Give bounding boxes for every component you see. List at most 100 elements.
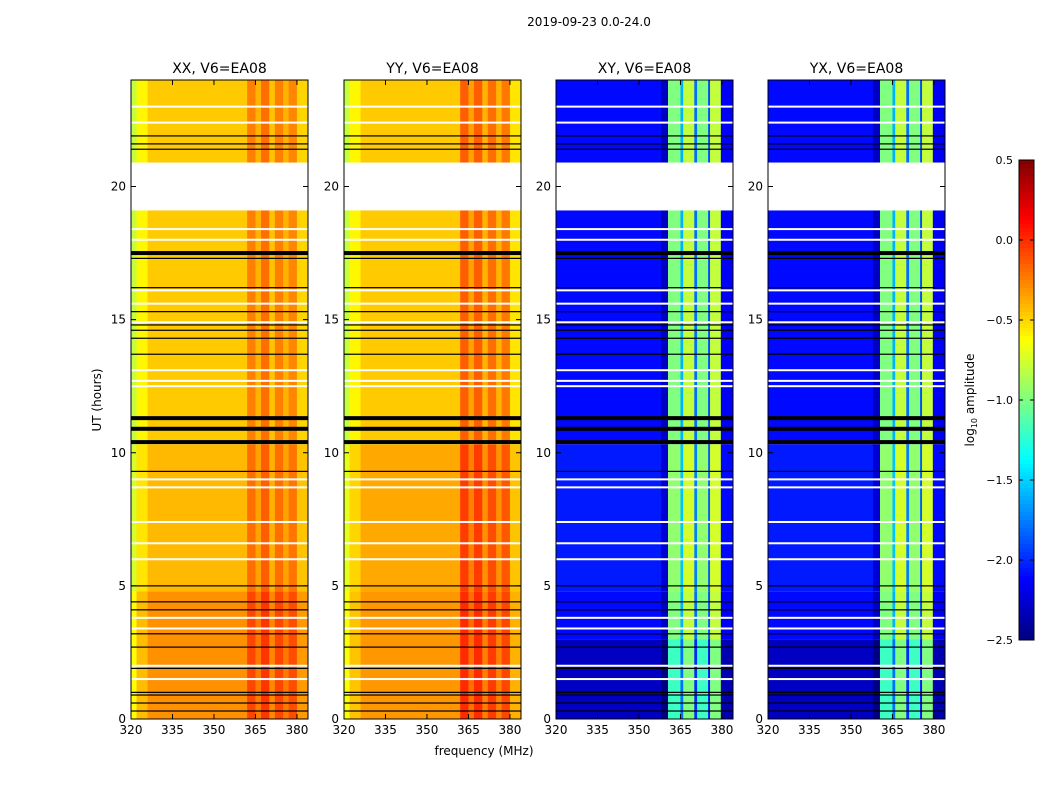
colorbar-segment — [1019, 624, 1034, 629]
gap-line — [556, 369, 733, 372]
panel-frame — [767, 79, 946, 720]
colorbar-segment — [1019, 176, 1034, 181]
heatmap-cell — [708, 444, 711, 592]
gap-line — [768, 228, 945, 231]
panel-2: XY, V6=EA08 320 335 350 365 380 0 5 10 15 20 — [536, 61, 734, 737]
heatmap-cell — [932, 444, 946, 592]
colorbar-segment — [1019, 396, 1034, 401]
heatmap-cell — [873, 591, 881, 640]
colorbar-segment — [1019, 432, 1034, 437]
colorbar-segment — [1019, 448, 1034, 453]
colorbar-segment — [1019, 236, 1034, 241]
y-tick-label: 0 — [331, 712, 339, 726]
gap-line — [556, 627, 733, 630]
colorbar-segment — [1019, 224, 1034, 229]
flag-line — [131, 287, 308, 289]
colorbar-segment — [1019, 572, 1034, 577]
heatmap-cell — [288, 444, 298, 592]
heatmap-cell — [487, 444, 497, 592]
heatmap-cell — [680, 444, 684, 592]
flag-line-thick — [344, 440, 521, 445]
colorbar-segment — [1019, 440, 1034, 445]
colorbar-segment — [1019, 608, 1034, 613]
panel-title: XX, V6=EA08 — [172, 61, 267, 77]
colorbar-segment — [1019, 380, 1034, 385]
flag-line — [556, 710, 733, 712]
heatmap-cell — [501, 80, 511, 445]
heatmap-cell — [296, 591, 309, 719]
x-tick-label: 365 — [457, 723, 480, 737]
gap-line — [344, 369, 521, 372]
gap-line — [556, 302, 733, 305]
x-tick-label: 320 — [333, 723, 356, 737]
y-tick-label: 15 — [536, 313, 551, 327]
heatmap-cell — [473, 80, 483, 445]
x-tick-label: 380 — [285, 723, 308, 737]
colorbar-segment — [1019, 268, 1034, 273]
flag-line — [768, 135, 945, 137]
heatmap-cell — [895, 591, 907, 640]
gap-line — [344, 385, 521, 388]
gap-line — [556, 379, 733, 382]
flag-line — [344, 143, 521, 145]
flag-line — [131, 353, 308, 355]
colorbar-segment — [1019, 512, 1034, 517]
flag-line — [768, 646, 945, 648]
heatmap-cell — [147, 591, 248, 719]
heatmap-cell — [556, 591, 662, 640]
heatmap-cell — [892, 444, 896, 592]
colorbar-segment — [1019, 292, 1034, 297]
panel-frame — [130, 79, 309, 720]
gap-line — [344, 627, 521, 630]
heatmap-cell — [247, 80, 256, 445]
gap-line — [556, 238, 733, 241]
flag-line-thick — [131, 426, 308, 431]
heatmap-cell — [349, 80, 362, 445]
colorbar-segment — [1019, 404, 1034, 409]
colorbar-tick-label: −1.5 — [986, 474, 1013, 487]
gap-line — [768, 486, 945, 489]
flag-line — [344, 667, 521, 670]
colorbar-segment — [1019, 596, 1034, 601]
colorbar-segment — [1019, 320, 1034, 325]
flag-line — [768, 585, 945, 587]
gap-line — [131, 664, 308, 667]
colorbar-segment — [1019, 416, 1034, 421]
colorbar-segment — [1019, 492, 1034, 497]
heatmap-cell — [661, 444, 669, 592]
heatmap-cell — [708, 80, 711, 445]
heatmap-cell — [680, 591, 684, 640]
y-tick-label: 15 — [111, 313, 126, 327]
flag-line — [768, 609, 945, 611]
flag-line — [768, 633, 945, 635]
colorbar-segment — [1019, 392, 1034, 397]
heatmap-cell — [710, 444, 722, 592]
y-tick-label: 10 — [324, 446, 339, 460]
gap-line — [131, 486, 308, 489]
colorbar-segment — [1019, 300, 1034, 305]
flag-line-thick — [768, 440, 945, 445]
heatmap-cell — [661, 591, 669, 640]
colorbar-segment — [1019, 180, 1034, 185]
heatmap-cell — [288, 591, 298, 719]
heatmap-cell — [136, 444, 149, 592]
flag-line — [556, 287, 733, 289]
heatmap-cell — [694, 444, 698, 592]
flag-line — [556, 694, 733, 696]
heatmap-cell — [932, 80, 946, 445]
colorbar-segment — [1019, 248, 1034, 253]
colorbar-segment — [1019, 188, 1034, 193]
colorbar-segment — [1019, 560, 1034, 565]
heatmap-cell — [697, 591, 709, 640]
y-tick-label: 15 — [324, 313, 339, 327]
colorbar-segment — [1019, 540, 1034, 545]
gap-line — [556, 678, 733, 681]
heatmap-cell — [247, 591, 256, 719]
flag-line-thick — [768, 251, 945, 256]
flag-line — [344, 601, 521, 603]
heatmap-cell — [906, 80, 910, 445]
colorbar-segment — [1019, 212, 1034, 217]
gap-line — [768, 478, 945, 481]
heatmap-cell — [895, 444, 907, 592]
gap-line — [344, 289, 521, 292]
